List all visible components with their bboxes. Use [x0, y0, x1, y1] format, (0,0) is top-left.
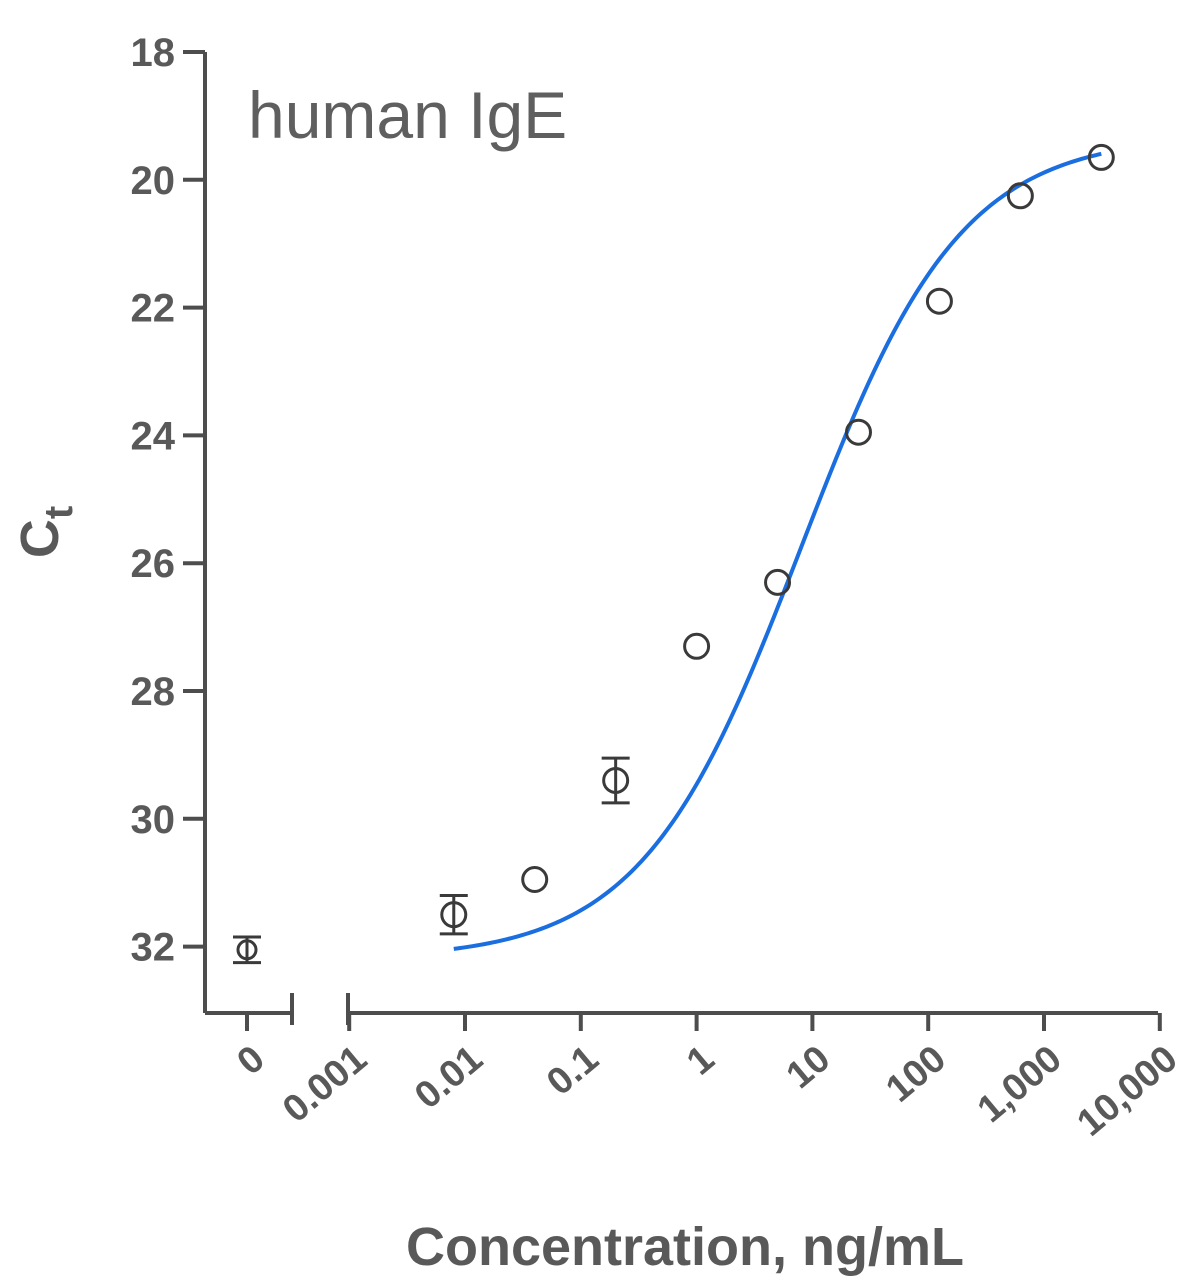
x-tick-label: 0.01	[407, 1038, 491, 1118]
y-axis: 18 20 22 24 26 28 30 32	[131, 31, 207, 1013]
data-point	[844, 418, 872, 446]
x-axis: 0 0.001 0.01 0.1 1 10 100 1,000 10,000	[205, 993, 1186, 1145]
data-marker	[1087, 143, 1115, 171]
data-marker	[440, 901, 468, 929]
y-tick-label: 22	[131, 287, 176, 331]
data-marker	[602, 766, 630, 794]
data-marker	[925, 287, 953, 315]
y-tick-label: 20	[131, 159, 176, 203]
data-marker	[1006, 182, 1034, 210]
data-marker	[844, 418, 872, 446]
x-tick-label: 1,000	[970, 1038, 1070, 1131]
y-tick-label: 18	[131, 31, 176, 75]
y-tick-label: 30	[131, 798, 176, 842]
data-marker	[521, 866, 549, 894]
fit-curve-layer	[453, 151, 1102, 951]
x-tick-label: 10	[779, 1038, 838, 1097]
data-marker	[236, 939, 258, 961]
x-tick-label: 100	[878, 1038, 954, 1111]
y-axis-title: Ct	[10, 506, 81, 558]
x-tick-label: 0.1	[539, 1038, 606, 1104]
data-marker	[764, 568, 792, 596]
svg-text:Ct: Ct	[10, 506, 81, 558]
x-axis-title: Concentration, ng/mL	[406, 1217, 964, 1277]
data-point	[521, 866, 549, 894]
fit-curve	[453, 151, 1102, 951]
data-points-layer	[233, 143, 1115, 965]
data-point	[683, 632, 711, 660]
data-point	[925, 287, 953, 315]
y-axis-title-sub: t	[37, 506, 81, 519]
x-tick-label: 0.001	[275, 1038, 375, 1131]
y-tick-label: 26	[131, 542, 176, 586]
x-tick-label: 10,000	[1070, 1038, 1186, 1145]
data-point	[764, 568, 792, 596]
data-point-zero	[233, 935, 261, 965]
y-tick-label: 24	[131, 414, 176, 458]
y-axis-title-main: C	[10, 519, 70, 558]
chart-title: human IgE	[248, 78, 567, 152]
x-tick-label: 0	[230, 1038, 273, 1084]
data-marker	[683, 632, 711, 660]
data-point	[1006, 182, 1034, 210]
data-point	[439, 893, 468, 936]
data-point	[601, 756, 630, 805]
y-tick-label: 32	[131, 926, 176, 970]
data-point	[1087, 143, 1115, 171]
y-tick-label: 28	[131, 670, 176, 714]
x-tick-label: 1	[679, 1038, 722, 1084]
